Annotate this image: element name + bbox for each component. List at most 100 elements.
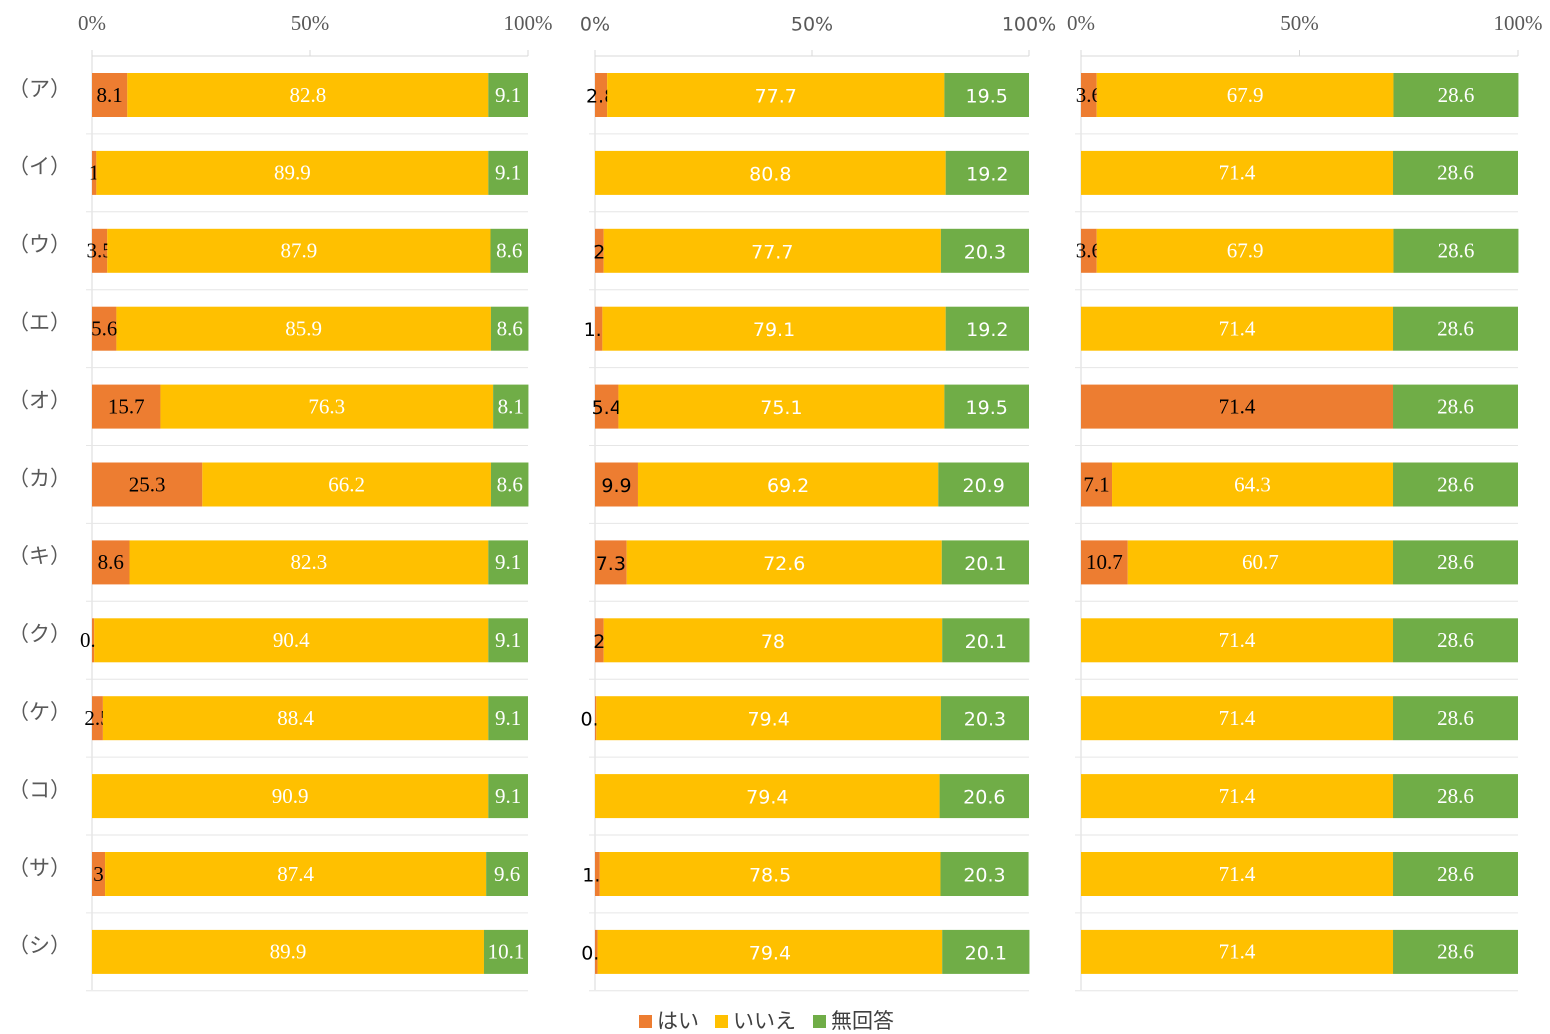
x-tick-label: 0% bbox=[580, 14, 610, 36]
bar-segment bbox=[486, 852, 528, 896]
bar-segment bbox=[940, 696, 1029, 741]
data-label: 7.1 bbox=[1083, 472, 1109, 496]
bar-segment bbox=[945, 150, 1029, 195]
bar-segment bbox=[105, 852, 487, 896]
bar-segment bbox=[941, 540, 1029, 585]
bar-segment bbox=[595, 73, 608, 117]
bar-segment bbox=[493, 384, 529, 429]
data-label: 79.4 bbox=[749, 942, 791, 964]
data-label: 19.5 bbox=[966, 397, 1008, 419]
data-label: 82.8 bbox=[289, 83, 326, 107]
data-label: 25.3 bbox=[129, 472, 166, 496]
bar-segment bbox=[595, 540, 627, 585]
data-label: 8.6 bbox=[497, 472, 523, 496]
data-label: 20.3 bbox=[963, 865, 1005, 887]
bar-segment bbox=[637, 462, 939, 507]
data-label: 77.7 bbox=[755, 86, 797, 108]
data-label: 87.9 bbox=[281, 239, 318, 263]
data-label: 71.4 bbox=[1219, 161, 1256, 185]
bar-segment bbox=[607, 73, 945, 117]
data-label: 67.9 bbox=[1227, 239, 1264, 263]
data-label: 28.6 bbox=[1437, 862, 1474, 886]
panel: 0% 50% 100%3.6 67.9 28.671.4 28.63.6 67.9 28.67… bbox=[1067, 11, 1543, 992]
data-label: 28.6 bbox=[1437, 161, 1474, 185]
bar-segment bbox=[595, 306, 603, 351]
legend-swatch bbox=[813, 1015, 826, 1028]
bar-segment bbox=[939, 774, 1029, 819]
bar-segment bbox=[1081, 774, 1394, 819]
category-label: （イ） bbox=[8, 155, 71, 179]
data-label: 60.7 bbox=[1242, 550, 1279, 574]
bar-segment bbox=[596, 696, 941, 741]
data-label: 66.2 bbox=[328, 472, 365, 496]
data-label: 89.9 bbox=[270, 940, 307, 964]
bar-segment bbox=[595, 384, 619, 429]
data-label: 20.1 bbox=[965, 631, 1007, 653]
bar-segment bbox=[92, 150, 97, 195]
data-label: 8.1 bbox=[97, 83, 123, 107]
data-label: 9.1 bbox=[495, 83, 521, 107]
bar-segment bbox=[107, 228, 491, 273]
data-label: 28.6 bbox=[1437, 472, 1474, 496]
data-label: 8.6 bbox=[98, 550, 124, 574]
bar-segment bbox=[1081, 73, 1097, 117]
bar-segment bbox=[1393, 696, 1518, 741]
data-label: 2 bbox=[593, 631, 605, 653]
bar-segment bbox=[488, 150, 528, 195]
bar-segment bbox=[92, 696, 103, 741]
bar-segment bbox=[102, 696, 489, 741]
x-tick-label: 0% bbox=[1067, 11, 1095, 35]
category-label: （コ） bbox=[8, 778, 71, 802]
data-label: 71.4 bbox=[1219, 784, 1256, 808]
data-label: 28.6 bbox=[1437, 706, 1474, 730]
data-label: 90.9 bbox=[272, 784, 309, 808]
bar-segment bbox=[92, 929, 484, 974]
bar-segment bbox=[945, 306, 1029, 351]
data-label: 28.6 bbox=[1437, 628, 1474, 652]
data-label: 79.4 bbox=[746, 787, 788, 809]
data-label: 3.5 bbox=[87, 239, 113, 263]
bar-segment bbox=[488, 618, 528, 663]
x-tick-label: 50% bbox=[291, 11, 330, 35]
legend: はい いいえ 無回答 bbox=[639, 1009, 894, 1033]
data-label: 28.6 bbox=[1437, 317, 1474, 341]
bar-segment bbox=[940, 852, 1029, 896]
data-label: 90.4 bbox=[273, 628, 310, 652]
bar-segment bbox=[942, 929, 1030, 974]
bar-segment bbox=[488, 696, 528, 741]
bar-segment bbox=[944, 384, 1029, 429]
bar-segment bbox=[1112, 462, 1394, 507]
data-label: 71.4 bbox=[1219, 706, 1256, 730]
x-tick-label: 50% bbox=[791, 14, 833, 36]
x-tick-label: 0% bbox=[78, 11, 106, 35]
bar-segment bbox=[490, 228, 528, 273]
legend-label: はい bbox=[657, 1009, 699, 1033]
bar-segment bbox=[127, 73, 489, 117]
bar-segment bbox=[602, 306, 946, 351]
data-label: 28.6 bbox=[1437, 394, 1474, 418]
bar-segment bbox=[92, 462, 203, 507]
data-label: 10.1 bbox=[488, 940, 525, 964]
bar-segment bbox=[1393, 150, 1518, 195]
legend-label: いいえ bbox=[733, 1009, 796, 1033]
data-label: 2 bbox=[593, 241, 605, 263]
bar-segment bbox=[92, 540, 130, 585]
bar-segment bbox=[595, 618, 604, 663]
data-label: 9.1 bbox=[495, 161, 521, 185]
bar-segment bbox=[1393, 540, 1518, 585]
bar-segment bbox=[1081, 618, 1394, 663]
bar-segment bbox=[116, 306, 491, 351]
category-label: （ク） bbox=[8, 622, 71, 646]
panel: 0% 50% 100% 8.1 82.8 9.1 1 89.9 9.1 3.5 87.9 8.6 5.6… bbox=[78, 11, 553, 992]
data-label: 72.6 bbox=[763, 553, 805, 575]
bar-segment bbox=[597, 929, 943, 974]
category-label: （オ） bbox=[8, 388, 71, 412]
bar-segment bbox=[599, 852, 941, 896]
bar-segment bbox=[1081, 384, 1394, 429]
bar-segment bbox=[1081, 150, 1394, 195]
bar-segment bbox=[1081, 852, 1394, 896]
bar-segment bbox=[603, 618, 943, 663]
data-label: 9.6 bbox=[494, 862, 520, 886]
bar-segment bbox=[603, 228, 941, 273]
